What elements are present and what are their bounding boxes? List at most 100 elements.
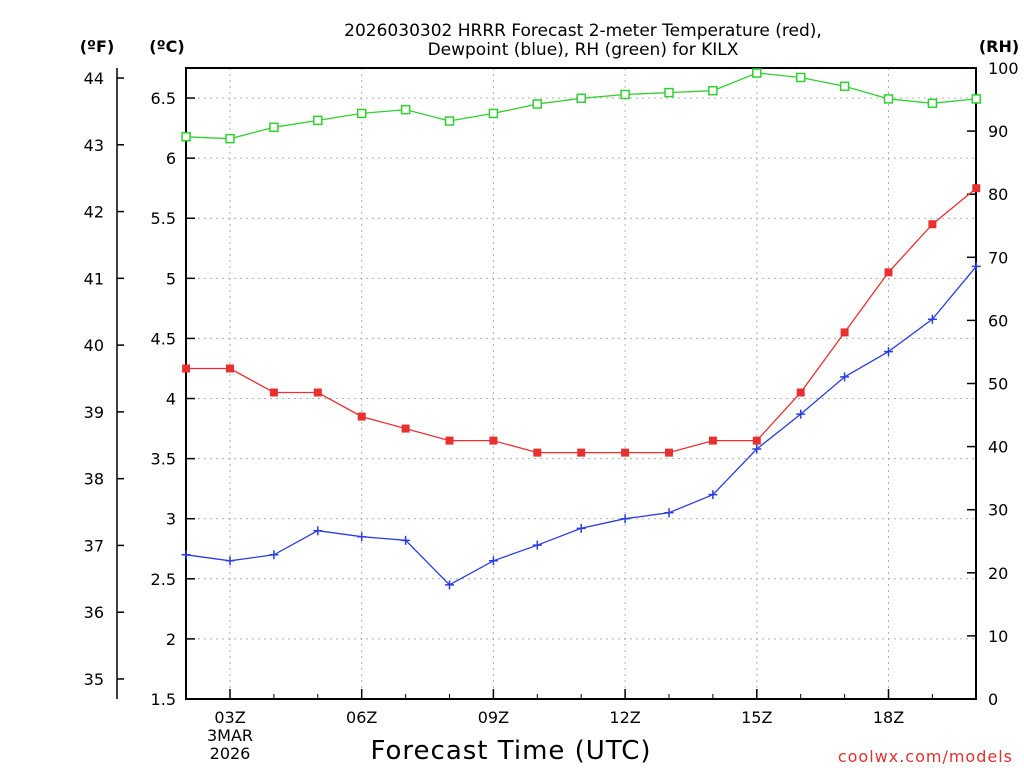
dewpoint-point xyxy=(401,535,411,545)
rh-series xyxy=(181,68,982,144)
rh-point xyxy=(444,116,455,126)
rh-tick-label: 40 xyxy=(988,438,1008,457)
fahrenheit-tick-label: 44 xyxy=(84,69,104,88)
temperature-point xyxy=(313,388,322,397)
rh-point xyxy=(883,94,894,104)
temperature-point xyxy=(708,436,717,445)
celsius-tick-label: 6.5 xyxy=(151,89,176,108)
fahrenheit-tick-label: 36 xyxy=(84,603,104,622)
dewpoint-point xyxy=(620,514,630,524)
dewpoint-series xyxy=(181,261,981,590)
fahrenheit-tick-label: 37 xyxy=(84,536,104,555)
temperature-line xyxy=(186,187,977,454)
rh-point xyxy=(576,93,586,104)
rh-point xyxy=(927,98,938,109)
temperature-point xyxy=(357,412,366,421)
fahrenheit-tick-label: 43 xyxy=(84,136,104,155)
fahrenheit-tick-label: 39 xyxy=(84,403,104,422)
x-tick-label: 18Z xyxy=(873,708,904,727)
temperature-point xyxy=(445,436,454,445)
temperature-point xyxy=(840,328,849,337)
dewpoint-point xyxy=(708,490,718,500)
rh-point xyxy=(181,132,191,142)
temperature-point xyxy=(972,184,981,193)
dewpoint-point xyxy=(971,261,981,271)
celsius-tick-label: 5 xyxy=(166,269,176,288)
rh-point xyxy=(971,94,982,104)
celsius-unit-label: (ºC) xyxy=(149,37,184,56)
rh-point xyxy=(620,89,630,100)
temperature-point xyxy=(269,388,278,397)
dewpoint-point xyxy=(445,580,454,590)
temperature-point xyxy=(182,364,191,373)
x-axis-title: Forecast Time (UTC) xyxy=(370,736,651,766)
rh-line xyxy=(186,72,977,140)
rh-tick-label: 50 xyxy=(988,375,1008,394)
temperature-point xyxy=(401,424,410,433)
celsius-tick-label: 3.5 xyxy=(151,450,176,469)
fahrenheit-tick-label: 40 xyxy=(84,336,104,355)
x-tick-label: 06Z xyxy=(346,708,377,727)
series-layer xyxy=(181,68,982,590)
dewpoint-point xyxy=(181,550,191,560)
dewpoint-point xyxy=(840,372,850,382)
celsius-tick-label: 1.5 xyxy=(151,690,176,709)
rh-tick-label: 0 xyxy=(988,690,998,709)
celsius-tick-label: 6 xyxy=(166,149,176,168)
dewpoint-point xyxy=(357,532,367,542)
x-tick-label: 09Z xyxy=(478,708,509,727)
temperature-point xyxy=(752,436,761,445)
date-label-day: 3MAR xyxy=(207,726,253,745)
temperature-point xyxy=(621,448,630,457)
rh-point xyxy=(708,85,718,96)
credit-text: coolwx.com/models xyxy=(838,747,1013,766)
rh-unit-label: (RH) xyxy=(979,37,1019,56)
fahrenheit-tick-label: 42 xyxy=(84,203,104,222)
celsius-tick-label: 4.5 xyxy=(151,329,176,348)
date-label-year: 2026 xyxy=(210,744,251,763)
rh-point xyxy=(795,72,806,83)
temperature-point xyxy=(533,448,542,457)
dewpoint-point xyxy=(927,314,937,324)
temperature-point xyxy=(577,448,586,457)
temperature-point xyxy=(884,268,893,277)
dewpoint-point xyxy=(269,550,279,560)
rh-tick-label: 70 xyxy=(988,248,1008,267)
rh-tick-label: 80 xyxy=(988,185,1008,204)
fahrenheit-axis: 35 36 37 38 39 40 41 42 43 44 xyxy=(84,69,124,689)
x-tick-label: 15Z xyxy=(741,708,772,727)
rh-point xyxy=(400,104,411,115)
temperature-point xyxy=(665,448,673,457)
rh-tick-label: 90 xyxy=(988,122,1008,141)
fahrenheit-unit-label: (ºF) xyxy=(80,37,115,56)
dewpoint-point xyxy=(576,523,586,533)
rh-tick-label: 30 xyxy=(988,501,1008,520)
dewpoint-point xyxy=(488,556,498,566)
chart-title-line-2: Dewpoint (blue), RH (green) for KILX xyxy=(428,40,739,60)
dewpoint-point xyxy=(313,526,323,536)
rh-point xyxy=(839,81,850,92)
celsius-tick-label: 2 xyxy=(166,630,176,649)
rh-point xyxy=(356,108,367,119)
celsius-tick-label: 4 xyxy=(166,390,176,409)
celsius-tick-label: 5.5 xyxy=(151,209,176,228)
temperature-series xyxy=(182,184,981,457)
temperature-point xyxy=(226,364,234,373)
plot-frame xyxy=(185,67,977,700)
x-axis: 03Z 06Z 09Z 12Z 15Z 18Z xyxy=(185,689,977,727)
rh-tick-label: 100 xyxy=(988,59,1019,78)
rh-axis: 0 10 20 30 40 50 60 70 80 90 100 xyxy=(967,59,1019,709)
rh-point xyxy=(752,68,762,78)
fahrenheit-tick-label: 41 xyxy=(84,269,104,288)
rh-tick-label: 60 xyxy=(988,311,1008,330)
dewpoint-point xyxy=(796,409,806,419)
rh-point xyxy=(664,87,674,98)
x-tick-label: 03Z xyxy=(214,708,245,727)
fahrenheit-tick-label: 38 xyxy=(84,470,104,489)
celsius-axis: 1.5 2 2.5 3 3.5 4 4.5 5 5.5 6 6.5 xyxy=(151,89,195,709)
temperature-point xyxy=(796,388,805,397)
chart-title-line-1: 2026030302 HRRR Forecast 2-meter Tempera… xyxy=(344,21,822,41)
rh-point xyxy=(532,99,543,109)
rh-point xyxy=(225,133,235,144)
rh-tick-label: 20 xyxy=(988,564,1008,583)
